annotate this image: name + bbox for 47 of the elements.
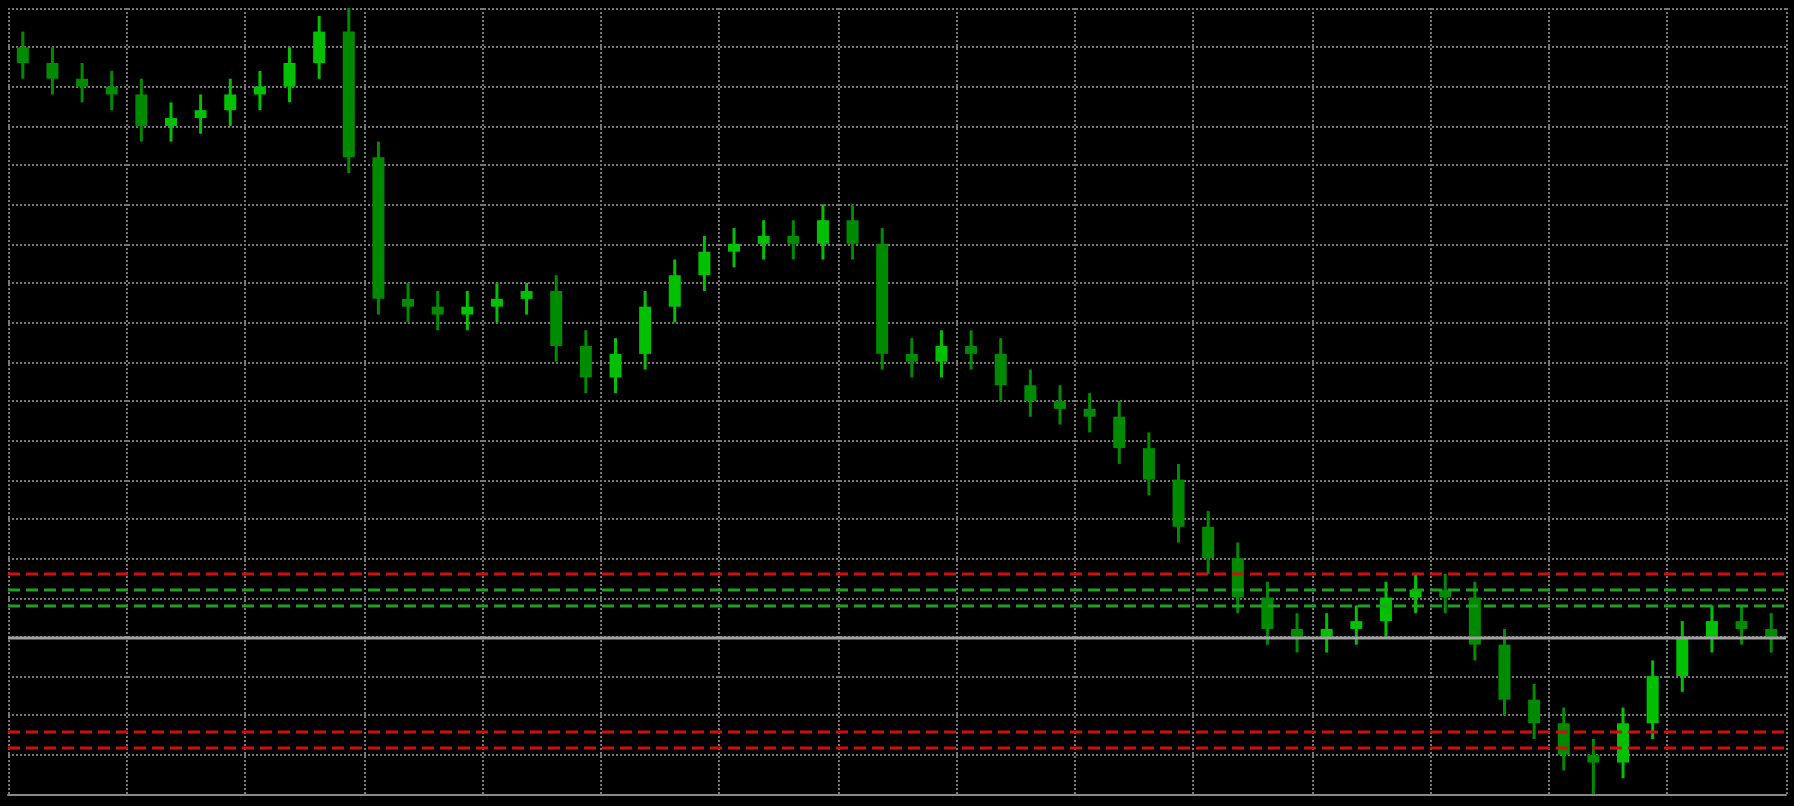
candlestick bbox=[905, 336, 918, 379]
candlestick bbox=[224, 77, 237, 128]
candlestick bbox=[1617, 706, 1630, 780]
candlestick bbox=[1261, 580, 1274, 647]
candlestick bbox=[639, 289, 652, 372]
candlestick bbox=[283, 45, 296, 104]
candlestick bbox=[135, 77, 148, 144]
candlestick bbox=[728, 226, 741, 269]
candlestick bbox=[994, 336, 1007, 403]
candlestick bbox=[787, 218, 800, 262]
candlestick bbox=[846, 203, 859, 262]
candlestick bbox=[164, 100, 177, 144]
candlestick bbox=[1705, 603, 1718, 655]
candlestick bbox=[816, 203, 829, 262]
candlestick bbox=[194, 92, 207, 136]
candlestick bbox=[1053, 383, 1066, 427]
candlestick bbox=[1587, 737, 1600, 796]
candlestick bbox=[1083, 391, 1096, 434]
candlestick bbox=[1765, 611, 1778, 655]
candlestick bbox=[1646, 658, 1659, 741]
candlestick bbox=[1676, 619, 1689, 694]
candlestick bbox=[402, 281, 415, 324]
candlestick bbox=[461, 289, 474, 332]
candlestick bbox=[609, 336, 622, 395]
candlestick bbox=[1142, 430, 1155, 497]
candlestick bbox=[1113, 399, 1126, 466]
candlestick bbox=[76, 61, 89, 104]
candlestick bbox=[1320, 611, 1333, 655]
candlestick bbox=[965, 328, 978, 372]
candlestick bbox=[490, 281, 503, 324]
candlestick bbox=[16, 30, 29, 81]
candlestick bbox=[520, 281, 533, 317]
candlestick bbox=[757, 218, 770, 262]
candlestick bbox=[1291, 611, 1304, 655]
candlestick bbox=[579, 328, 592, 395]
candlestick bbox=[698, 234, 711, 293]
candlestick bbox=[431, 289, 444, 332]
candlestick bbox=[1528, 682, 1541, 741]
candlestick bbox=[1735, 603, 1748, 647]
candlestick bbox=[1202, 509, 1215, 576]
candlestick bbox=[1350, 603, 1363, 647]
candlestick bbox=[668, 258, 681, 324]
candlestick bbox=[313, 14, 326, 81]
candlestick bbox=[1024, 368, 1037, 419]
candlestick bbox=[935, 328, 948, 379]
candlestick bbox=[46, 45, 59, 96]
candlestick bbox=[1172, 462, 1185, 544]
